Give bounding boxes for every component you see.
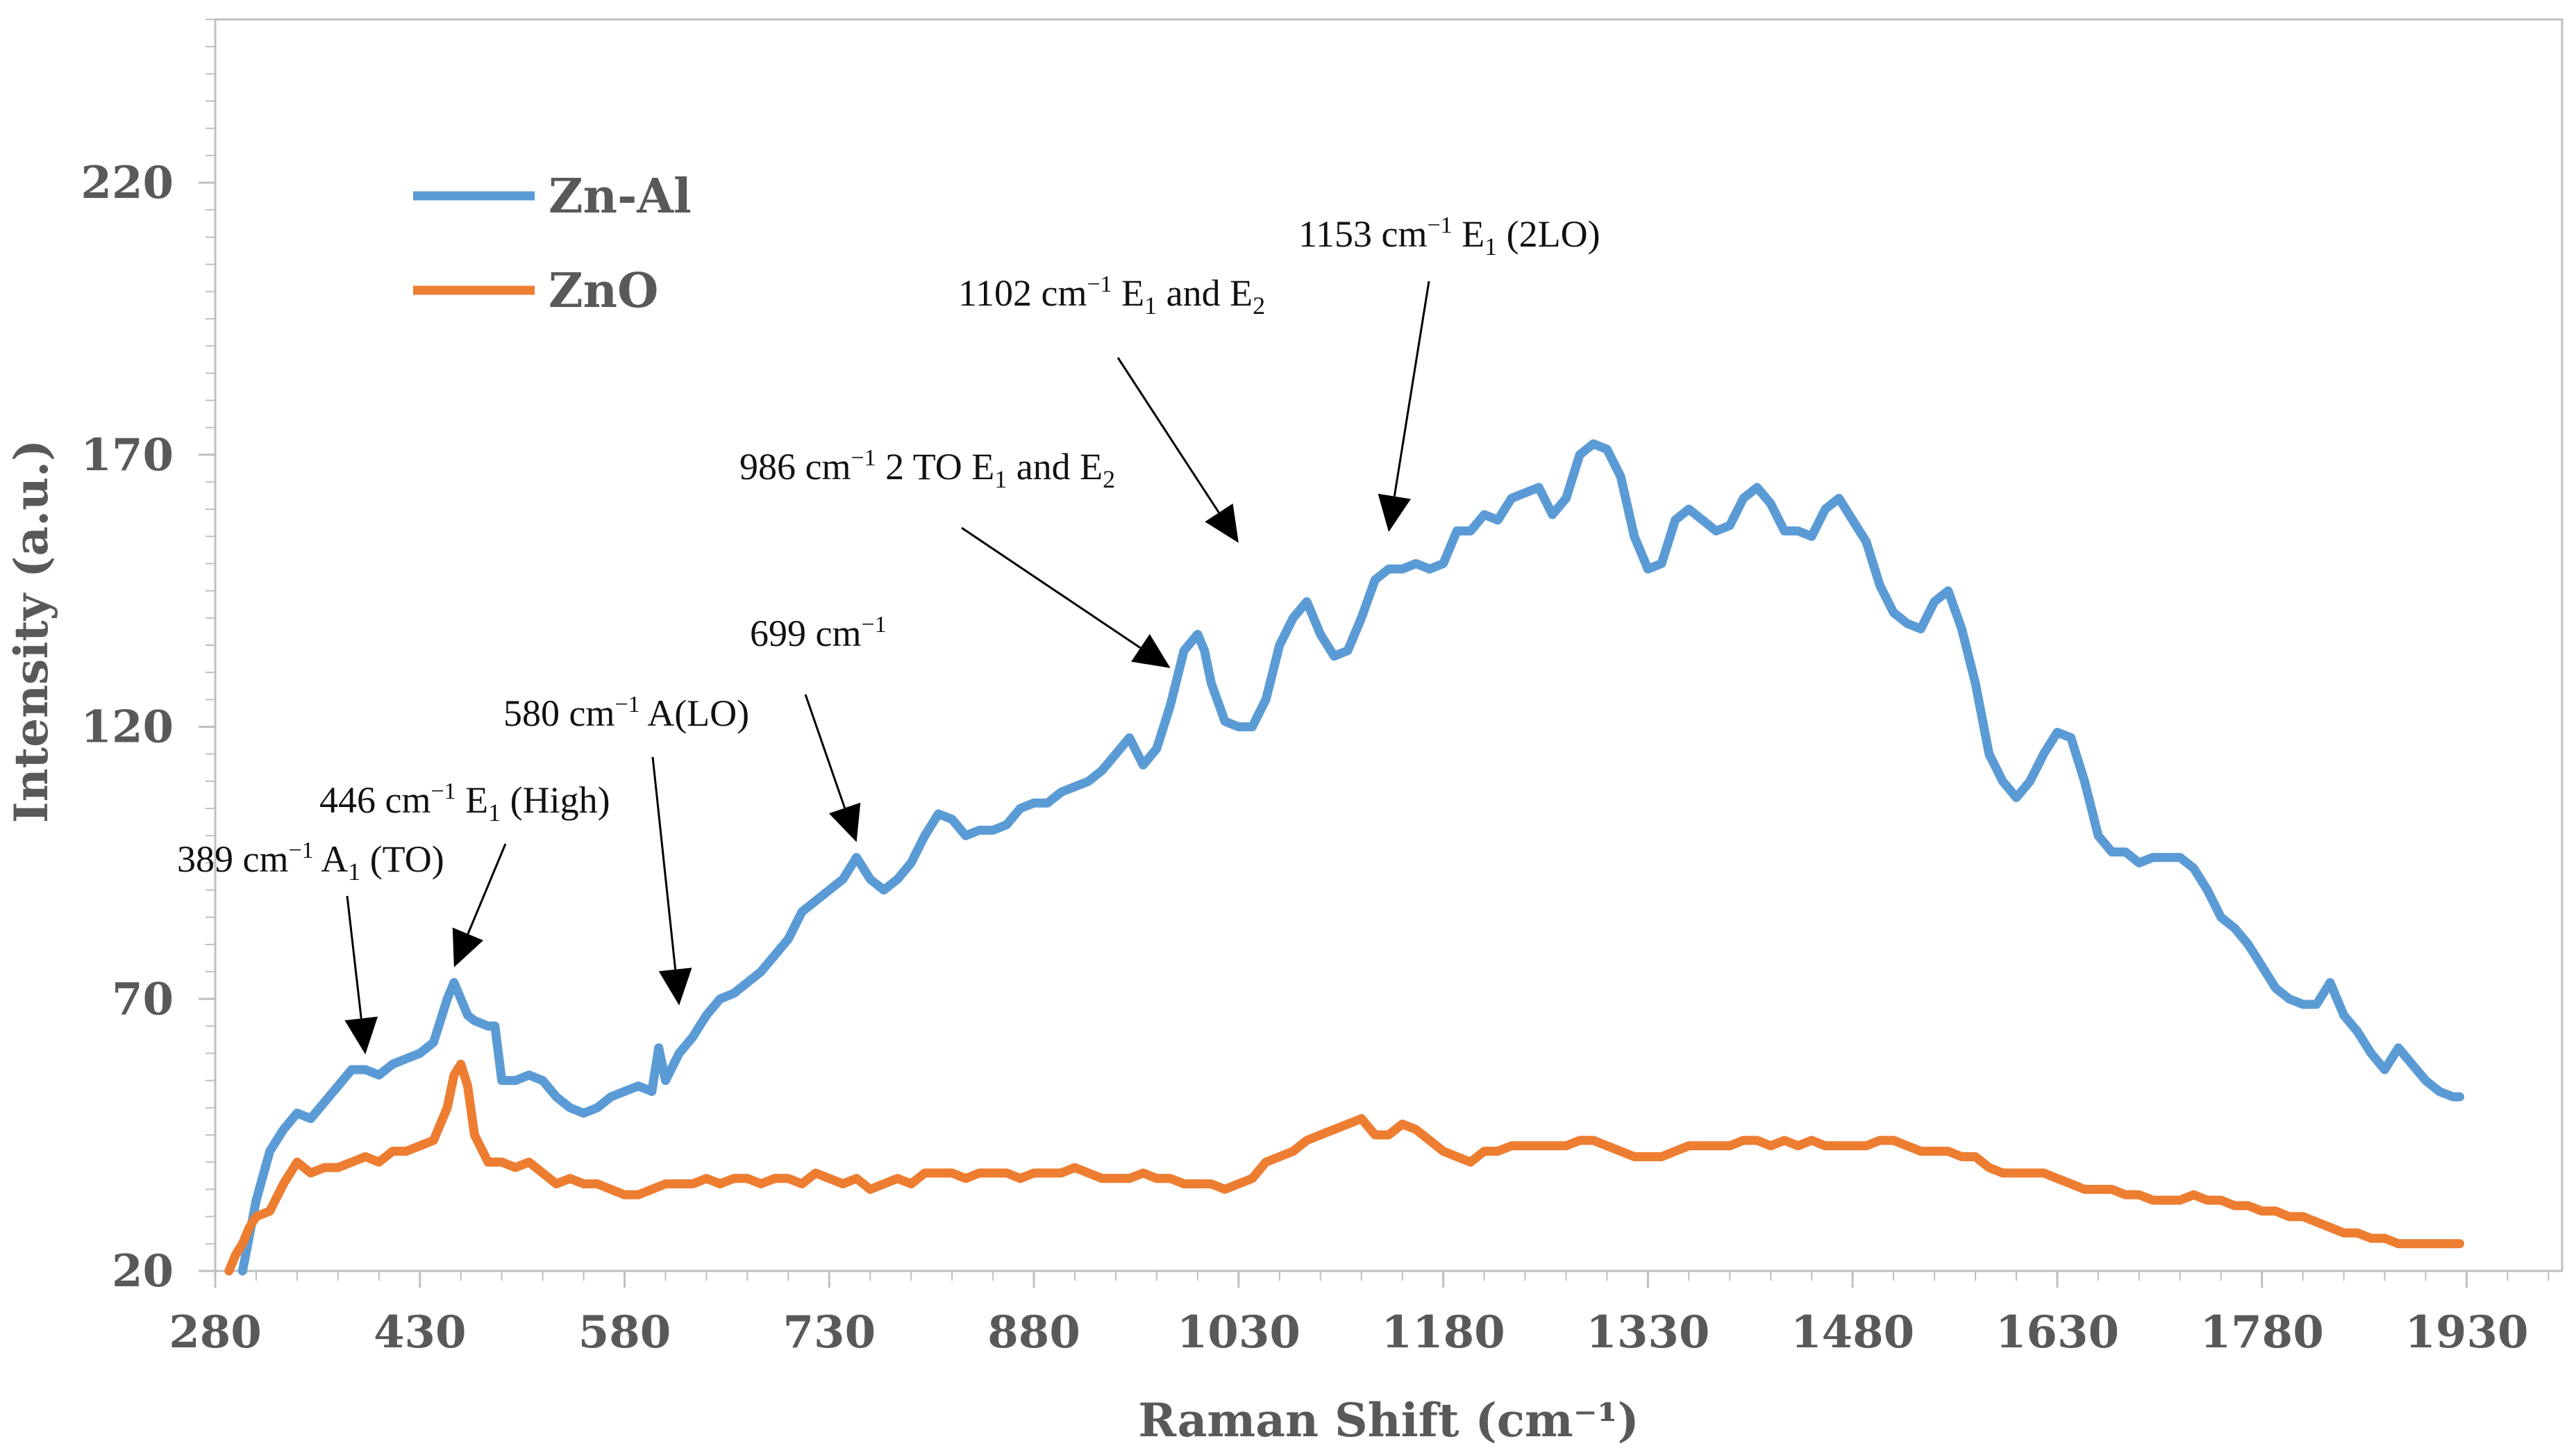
annotation-text-part: 1102 cm [958, 272, 1087, 314]
annotation-text-part: −1 [430, 779, 455, 804]
x-tick-label: 1180 [1382, 1306, 1505, 1358]
annotation-text-part: (High) [501, 779, 610, 821]
annotation-text-part: (2LO) [1497, 213, 1600, 255]
annotation-text-part: 2 TO E [876, 446, 995, 488]
annotation-446-arrowhead [452, 927, 484, 967]
annotation-389-arrow [346, 895, 362, 1019]
annotation-1153-arrowhead [1378, 493, 1411, 532]
annotation-389-arrowhead [344, 1016, 378, 1055]
annotation-text-part: E [456, 779, 489, 821]
x-tick-label: 1330 [1586, 1306, 1709, 1358]
annotation-986-label: 986 cm−1 2 TO E1 and E2 [739, 445, 1115, 493]
axis-labels: 20 70 120 170 220 280 430 580 730 880 1030 1180 1330… [4, 157, 2529, 1447]
legend-label: ZnO [549, 263, 658, 319]
annotation-text-part: −1 [851, 445, 876, 471]
annotation-986-arrowhead [1131, 633, 1171, 668]
annotation-699-label: 699 cm−1 [750, 612, 887, 654]
x-tick-label: 1930 [2404, 1306, 2528, 1358]
annotation-699-arrowhead [828, 802, 861, 842]
annotation-446-label: 446 cm−1 E1 (High) [319, 779, 610, 826]
annotation-text-part: −1 [861, 612, 886, 638]
annotation-text-part: −1 [1087, 272, 1112, 297]
annotation-1153-label: 1153 cm−1 E1 (2LO) [1298, 213, 1600, 260]
y-tick-label: 170 [81, 429, 174, 481]
annotation-text-part: 1 [994, 465, 1007, 493]
annotation-986-arrow [961, 526, 1141, 649]
annotation-580-arrowhead [658, 967, 692, 1006]
axes-layer [199, 18, 2564, 1288]
y-tick-label: 220 [81, 157, 174, 209]
annotation-580-label: 580 cm−1 A(LO) [503, 692, 749, 734]
annotation-text-part: and E [1007, 446, 1103, 488]
legend: Zn-Al ZnO [413, 169, 692, 319]
annotation-text-part: (TO) [360, 838, 444, 880]
annotation-text-part: 699 cm [750, 613, 861, 654]
series-layer [224, 439, 2465, 1276]
legend-label: Zn-Al [549, 169, 692, 224]
annotation-1102-label: 1102 cm−1 E1 and E2 [958, 272, 1265, 319]
annotation-text-part: and E [1157, 272, 1253, 314]
annotation-text-part: 446 cm [319, 779, 430, 821]
x-tick-label: 1780 [2200, 1306, 2324, 1358]
annotation-text-part: E [1112, 272, 1145, 314]
x-tick-label: 730 [783, 1306, 876, 1358]
annotation-layer: 389 cm−1 A1 (TO)446 cm−1 E1 (High)580 cm… [177, 213, 1600, 1055]
x-tick-label: 880 [987, 1306, 1080, 1358]
annotation-text-part: 1 [488, 799, 501, 826]
annotation-580-arrow [651, 756, 677, 970]
y-tick-label: 20 [112, 1245, 174, 1297]
annotation-389-label: 389 cm−1 A1 (TO) [177, 838, 444, 886]
annotation-text-part: A [314, 838, 349, 880]
x-tick-label: 280 [169, 1306, 262, 1358]
y-tick-label: 120 [81, 701, 174, 754]
annotation-text-part: 986 cm [739, 446, 851, 488]
annotation-text-part: 2 [1253, 292, 1265, 319]
y-tick-label: 70 [112, 973, 174, 1025]
annotation-text-part: 1 [1144, 292, 1157, 319]
annotation-1102-arrow [1116, 357, 1220, 513]
x-tick-label: 1030 [1177, 1306, 1300, 1358]
annotation-text-part: −1 [1427, 213, 1452, 238]
y-axis-title: Intensity (a.u.) [4, 440, 58, 824]
annotation-text-part: −1 [288, 838, 313, 863]
annotation-text-part: 2 [1103, 465, 1115, 493]
x-tick-label: 1480 [1791, 1306, 1914, 1358]
annotation-699-arrow [804, 694, 846, 808]
x-tick-label: 1630 [1996, 1306, 2119, 1358]
x-tick-label: 580 [578, 1306, 671, 1358]
annotation-1153-arrow [1393, 281, 1430, 497]
annotation-1102-arrowhead [1205, 503, 1239, 543]
x-tick-label: 430 [374, 1306, 467, 1358]
annotation-text-part: −1 [614, 692, 639, 717]
annotation-text-part: 580 cm [503, 692, 614, 734]
series-line-zn-al [237, 439, 2465, 1276]
annotation-text-part: A(LO) [640, 692, 749, 734]
annotation-text-part: 1153 cm [1298, 213, 1427, 255]
x-axis-title: Raman Shift (cm⁻¹) [1138, 1393, 1639, 1447]
annotation-text-part: 389 cm [177, 838, 288, 880]
annotation-446-arrow [467, 843, 507, 935]
annotation-text-part: 1 [348, 858, 360, 886]
annotation-text-part: 1 [1484, 233, 1497, 260]
series-line-zno [224, 1059, 2465, 1276]
annotation-text-part: E [1453, 213, 1485, 255]
